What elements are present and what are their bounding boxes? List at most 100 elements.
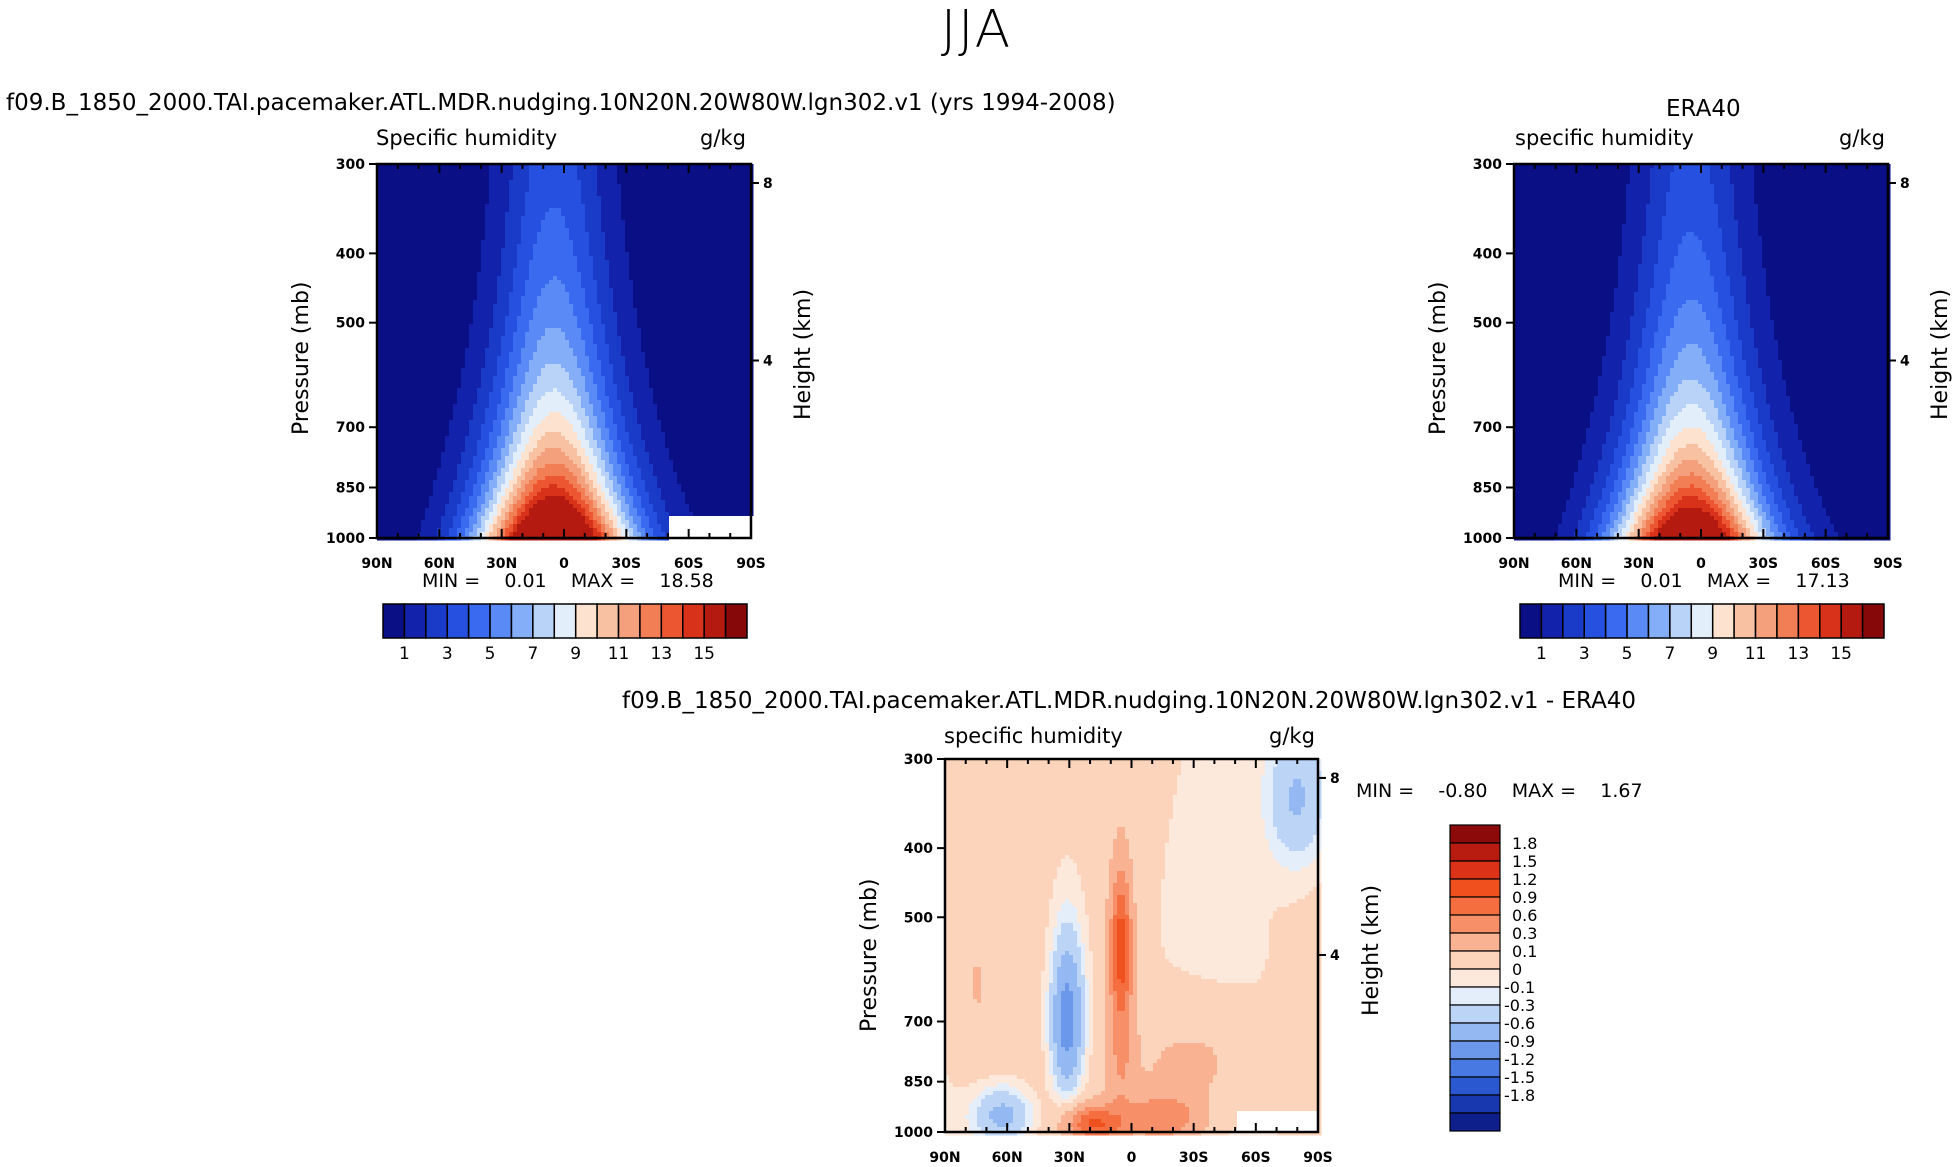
colorbar-label: 15: [693, 644, 715, 664]
colorbar-box: [1604, 603, 1628, 639]
colorbar-box: [617, 603, 641, 639]
colorbar-box: [724, 603, 748, 639]
y-tick-label: 850: [904, 1075, 933, 1091]
colorbar-box: [1449, 1094, 1501, 1114]
colorbar-box: [1449, 896, 1501, 916]
x-tick-label: 90S: [1303, 1150, 1333, 1166]
colorbar-box: [1519, 603, 1543, 639]
colorbar-box: [596, 603, 620, 639]
colorbar-label: -0.9: [1504, 1032, 1535, 1051]
colorbar-box: [1449, 986, 1501, 1006]
y-tick-label: 1000: [1463, 531, 1502, 547]
y-tick-label: 700: [336, 420, 365, 436]
y-tick-label: 400: [336, 246, 365, 262]
colorbar-label: 0.9: [1512, 888, 1537, 907]
y-tick-label: 1000: [894, 1125, 933, 1141]
y-tick-label: 500: [1473, 316, 1502, 332]
model-max-label: MAX =: [570, 570, 636, 592]
contour-fill: [945, 759, 1322, 1136]
x-tick-label: 30S: [1179, 1150, 1209, 1166]
colorbar-box: [1449, 1058, 1501, 1078]
x-tick-label: 90S: [736, 556, 766, 572]
diff-min-max-text: MIN = -0.80 MAX = 1.67: [1356, 780, 1643, 802]
colorbar-box: [1449, 842, 1501, 862]
colorbar-label: 9: [1707, 644, 1718, 664]
x-tick-label: 30N: [1054, 1150, 1085, 1166]
colorbar-box: [467, 603, 491, 639]
colorbar-label: 7: [527, 644, 538, 664]
x-tick-label: 90N: [361, 556, 392, 572]
model-min-value: 0.01: [504, 570, 547, 592]
diff-max-label: MAX =: [1511, 780, 1577, 802]
colorbar-box: [1669, 603, 1693, 639]
diff-colorbar: 1.81.51.20.90.60.30.10-0.1-0.3-0.6-0.9-1…: [1449, 824, 1537, 1132]
colorbar-label: 5: [1622, 644, 1633, 664]
y2-tick-label: 8: [763, 176, 773, 192]
era40-variable-label: specific humidity: [1515, 126, 1694, 150]
model-units-label: g/kg: [700, 126, 746, 150]
colorbar-box: [403, 603, 427, 639]
x-tick-label: 30S: [612, 556, 642, 572]
x-tick-label: 60N: [992, 1150, 1023, 1166]
colorbar-box: [1647, 603, 1671, 639]
y-tick-label: 300: [904, 752, 933, 768]
colorbar-label: 0.6: [1512, 906, 1537, 925]
x-tick-label: 60S: [1241, 1150, 1271, 1166]
model-y-axis-label: Pressure (mb): [289, 281, 314, 436]
era40-y2-axis-label: Height (km): [1928, 288, 1953, 420]
diff-min-label: MIN =: [1356, 780, 1415, 802]
x-tick-label: 30S: [1749, 556, 1779, 572]
era40-max-value: 17.13: [1795, 570, 1850, 592]
colorbar-box: [1449, 914, 1501, 934]
colorbar-box: [1840, 603, 1864, 639]
colorbar-box: [1449, 950, 1501, 970]
colorbar-box: [489, 603, 513, 639]
y2-tick-label: 8: [1330, 771, 1340, 787]
era40-min-value: 0.01: [1640, 570, 1683, 592]
colorbar-label: 0.3: [1512, 924, 1537, 943]
colorbar-label: 1: [399, 644, 410, 664]
figure-title: JJA: [940, 0, 1013, 60]
colorbar-box: [1449, 1004, 1501, 1024]
era40-min-max-text: MIN = 0.01 MAX = 17.13: [1558, 570, 1850, 592]
diff-min-value: -0.80: [1438, 780, 1488, 802]
colorbar-box: [1583, 603, 1607, 639]
x-tick-label: 60N: [424, 556, 455, 572]
colorbar-label: 5: [485, 644, 496, 664]
colorbar-label: 11: [608, 644, 630, 664]
x-tick-label: 90N: [929, 1150, 960, 1166]
colorbar-box: [1449, 824, 1501, 844]
colorbar-box: [682, 603, 705, 639]
x-tick-label: 0: [559, 556, 569, 572]
colorbar-box: [1819, 603, 1842, 639]
colorbar-box: [1711, 603, 1735, 639]
colorbar-label: 1.5: [1512, 852, 1537, 871]
colorbar-box: [703, 603, 727, 639]
diff-variable-label: specific humidity: [944, 724, 1123, 748]
colorbar-box: [1449, 860, 1501, 880]
colorbar-label: -1.8: [1504, 1086, 1535, 1105]
colorbar-label: 0.1: [1512, 942, 1537, 961]
x-tick-label: 0: [1696, 556, 1706, 572]
colorbar-box: [1690, 603, 1714, 639]
colorbar-label: 1: [1536, 644, 1547, 664]
model-panel-title: f09.B_1850_2000.TAI.pacemaker.ATL.MDR.nu…: [6, 90, 1116, 116]
colorbar-box: [425, 603, 448, 639]
x-tick-label: 0: [1127, 1150, 1137, 1166]
y-tick-label: 400: [904, 841, 933, 857]
colorbar-label: -0.6: [1504, 1014, 1535, 1033]
colorbar-label: 13: [1788, 644, 1810, 664]
colorbar-box: [382, 603, 406, 639]
era40-min-label: MIN =: [1558, 570, 1617, 592]
model-min-label: MIN =: [422, 570, 481, 592]
contour-fill: [1514, 164, 1891, 541]
model-y2-axis-label: Height (km): [791, 288, 816, 420]
colorbar-box: [660, 603, 684, 639]
y-tick-label: 700: [1473, 420, 1502, 436]
colorbar-box: [446, 603, 470, 639]
colorbar-label: 15: [1830, 644, 1852, 664]
colorbar-box: [1540, 603, 1564, 639]
colorbar-box: [639, 603, 663, 639]
colorbar-box: [574, 603, 598, 639]
y-tick-label: 500: [336, 316, 365, 332]
